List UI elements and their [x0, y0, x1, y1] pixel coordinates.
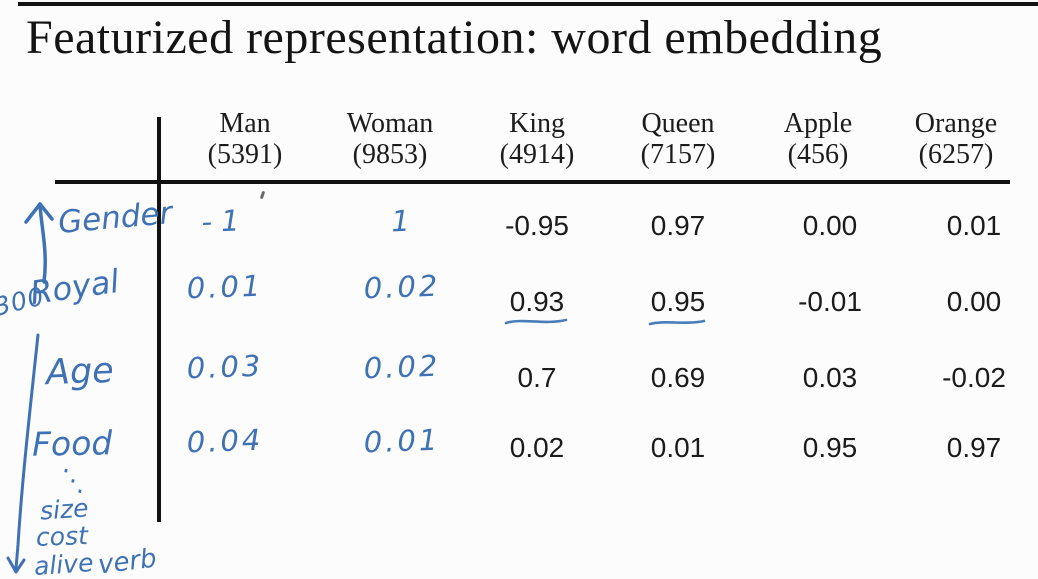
column-header: Apple (456) [743, 108, 893, 170]
printed-value: 0.01 [650, 432, 706, 463]
printed-value: -0.95 [505, 210, 569, 241]
column-header: Queen (7157) [603, 108, 753, 170]
page-title: Featurized representation: word embeddin… [26, 11, 883, 64]
column-count: (6257) [918, 139, 994, 170]
printed-value: 0.03 [802, 362, 858, 393]
printed-value: -0.02 [942, 362, 1006, 393]
column-count: (456) [787, 139, 849, 170]
printed-value: 0.95 [802, 432, 858, 463]
slide-top-border [18, 2, 1038, 6]
column-word: King [509, 108, 565, 139]
column-count: (5391) [207, 139, 283, 170]
column-word: Woman [346, 108, 434, 139]
up-arrow-icon [24, 202, 54, 284]
underline-queen-royal [648, 319, 706, 326]
table-column-woman: Woman (9853) 1 0.02 0.02 0.01 [315, 108, 465, 508]
table-vertical-rule [157, 117, 161, 522]
column-header: Woman (9853) [315, 108, 465, 170]
printed-value: 0.97 [650, 210, 706, 241]
table-column-apple: Apple (456) 0.00 -0.01 0.03 0.95 [743, 108, 893, 508]
handwritten-value: 0.04 [186, 422, 264, 460]
table-column-man: Man (5391) -1 0.01 0.03 0.04 [170, 108, 320, 508]
column-header: King (4914) [462, 108, 612, 170]
printed-value: 0.01 [946, 210, 1002, 241]
printed-value: 0.7 [517, 362, 557, 393]
printed-value: 0.97 [946, 432, 1002, 463]
feature-label-age: Age [45, 350, 115, 394]
printed-value: 0.00 [946, 286, 1002, 317]
printed-value: 0.95 [650, 286, 706, 317]
table-column-king: King (4914) -0.95 0.93 0.7 0.02 [462, 108, 612, 508]
column-count: (9853) [352, 139, 428, 170]
table-column-orange: Orange (6257) 0.01 0.00 -0.02 0.97 [881, 108, 1031, 508]
column-word: Apple [783, 108, 853, 139]
column-word: Orange [914, 108, 998, 139]
table-column-queen: Queen (7157) 0.97 0.95 0.69 0.01 [603, 108, 753, 508]
handwritten-value: 0.02 [363, 268, 441, 306]
column-count: (4914) [499, 139, 575, 170]
down-arrow-icon [6, 333, 40, 574]
handwritten-value: 0.03 [186, 348, 264, 386]
handwritten-value: 0.01 [186, 268, 264, 306]
handwritten-value: 0.01 [363, 422, 441, 460]
underline-king-royal [504, 318, 568, 325]
printed-value: -0.01 [798, 286, 862, 317]
column-word: Man [219, 108, 271, 139]
handwritten-value: 0.02 [363, 348, 441, 386]
table-horizontal-rule [55, 180, 1010, 184]
printed-value: 0.02 [509, 432, 565, 463]
printed-value: 0.93 [509, 286, 565, 317]
column-header: Orange (6257) [881, 108, 1031, 170]
printed-value: 0.00 [802, 210, 858, 241]
feature-label-verb: verb [96, 543, 159, 579]
column-word: Queen [641, 108, 715, 139]
column-header: Man (5391) [170, 108, 320, 170]
column-count: (7157) [640, 139, 716, 170]
handwritten-value: 1 [390, 203, 414, 239]
printed-value: 0.69 [650, 362, 706, 393]
